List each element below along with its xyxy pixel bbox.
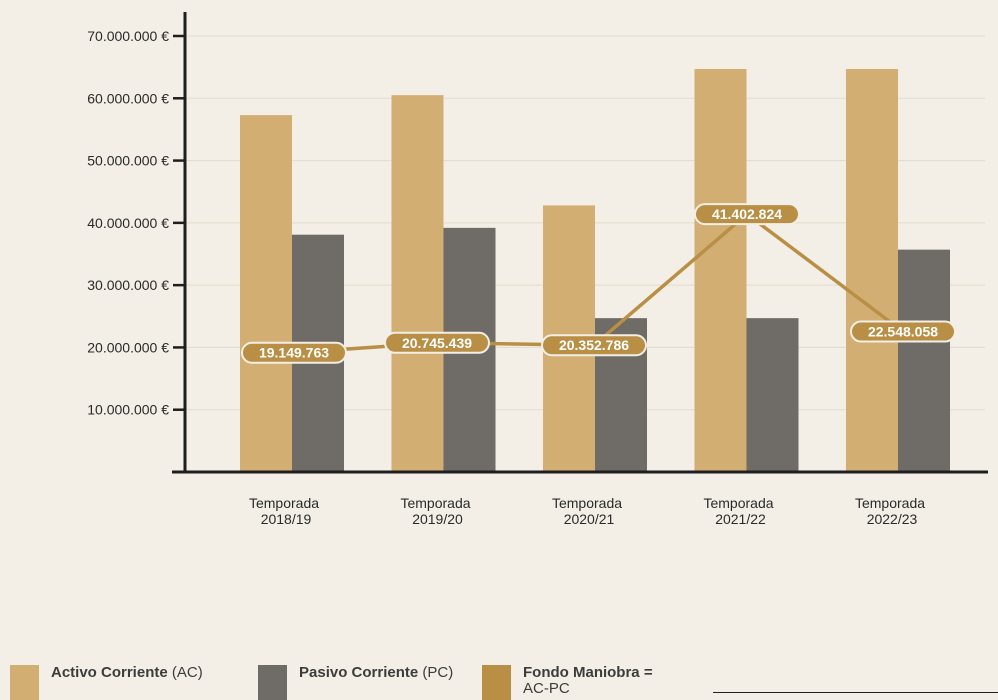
x-tick-label: Temporada — [249, 495, 319, 511]
divider — [713, 692, 998, 693]
x-tick-label: Temporada — [855, 495, 925, 511]
data-label-box — [850, 320, 956, 343]
x-tick-label: 2018/19 — [261, 511, 312, 527]
legend-activo-suffix: (AC) — [167, 664, 203, 681]
bar-activo — [694, 69, 747, 473]
x-tick-label: Temporada — [400, 495, 470, 511]
legend-fondo-suffix: AC-PC — [523, 680, 570, 697]
data-label-box — [384, 331, 490, 354]
legend-activo-label: Activo Corriente — [51, 664, 168, 681]
data-label-box — [541, 334, 647, 357]
x-tick-label: 2021/22 — [715, 511, 766, 527]
legend-swatch-fondo — [482, 665, 511, 700]
bar-pasivo — [898, 249, 950, 472]
legend-pasivo-suffix: (PC) — [418, 664, 454, 681]
data-label: 41.402.824 — [712, 206, 782, 222]
legend-swatch-pasivo — [258, 665, 287, 700]
y-tick-label: 10.000.000 € — [87, 402, 169, 418]
legend-item-fondo: Fondo Maniobra = AC-PC — [482, 665, 653, 700]
x-tick-label: Temporada — [552, 495, 622, 511]
data-label: 20.352.786 — [559, 337, 629, 353]
y-tick-label: 20.000.000 € — [87, 339, 169, 355]
data-label-box — [694, 203, 800, 226]
y-tick-label: 50.000.000 € — [87, 153, 169, 169]
x-tick-label: 2019/20 — [412, 511, 463, 527]
x-tick-label: 2020/21 — [564, 511, 615, 527]
y-tick-label: 30.000.000 € — [87, 277, 169, 293]
x-tick-label: 2022/23 — [867, 511, 918, 527]
legend-item-pasivo: Pasivo Corriente (PC) — [258, 665, 453, 700]
bar-pasivo — [746, 318, 799, 472]
bar-activo — [240, 115, 292, 473]
y-tick-label: 70.000.000 € — [87, 28, 169, 44]
legend-fondo-label: Fondo Maniobra = — [523, 664, 653, 681]
data-label: 22.548.058 — [868, 324, 938, 340]
legend-item-activo: Activo Corriente (AC) — [10, 665, 203, 700]
x-tick-label: Temporada — [703, 495, 773, 511]
bar-activo — [391, 95, 444, 473]
y-tick-label: 40.000.000 € — [87, 215, 169, 231]
bar-activo — [846, 69, 898, 473]
y-tick-label: 60.000.000 € — [87, 90, 169, 106]
legend-swatch-activo — [10, 665, 39, 700]
data-label-box — [241, 341, 347, 364]
legend-pasivo-label: Pasivo Corriente — [299, 664, 419, 681]
data-label: 19.149.763 — [259, 345, 329, 361]
data-label: 20.745.439 — [402, 335, 472, 351]
